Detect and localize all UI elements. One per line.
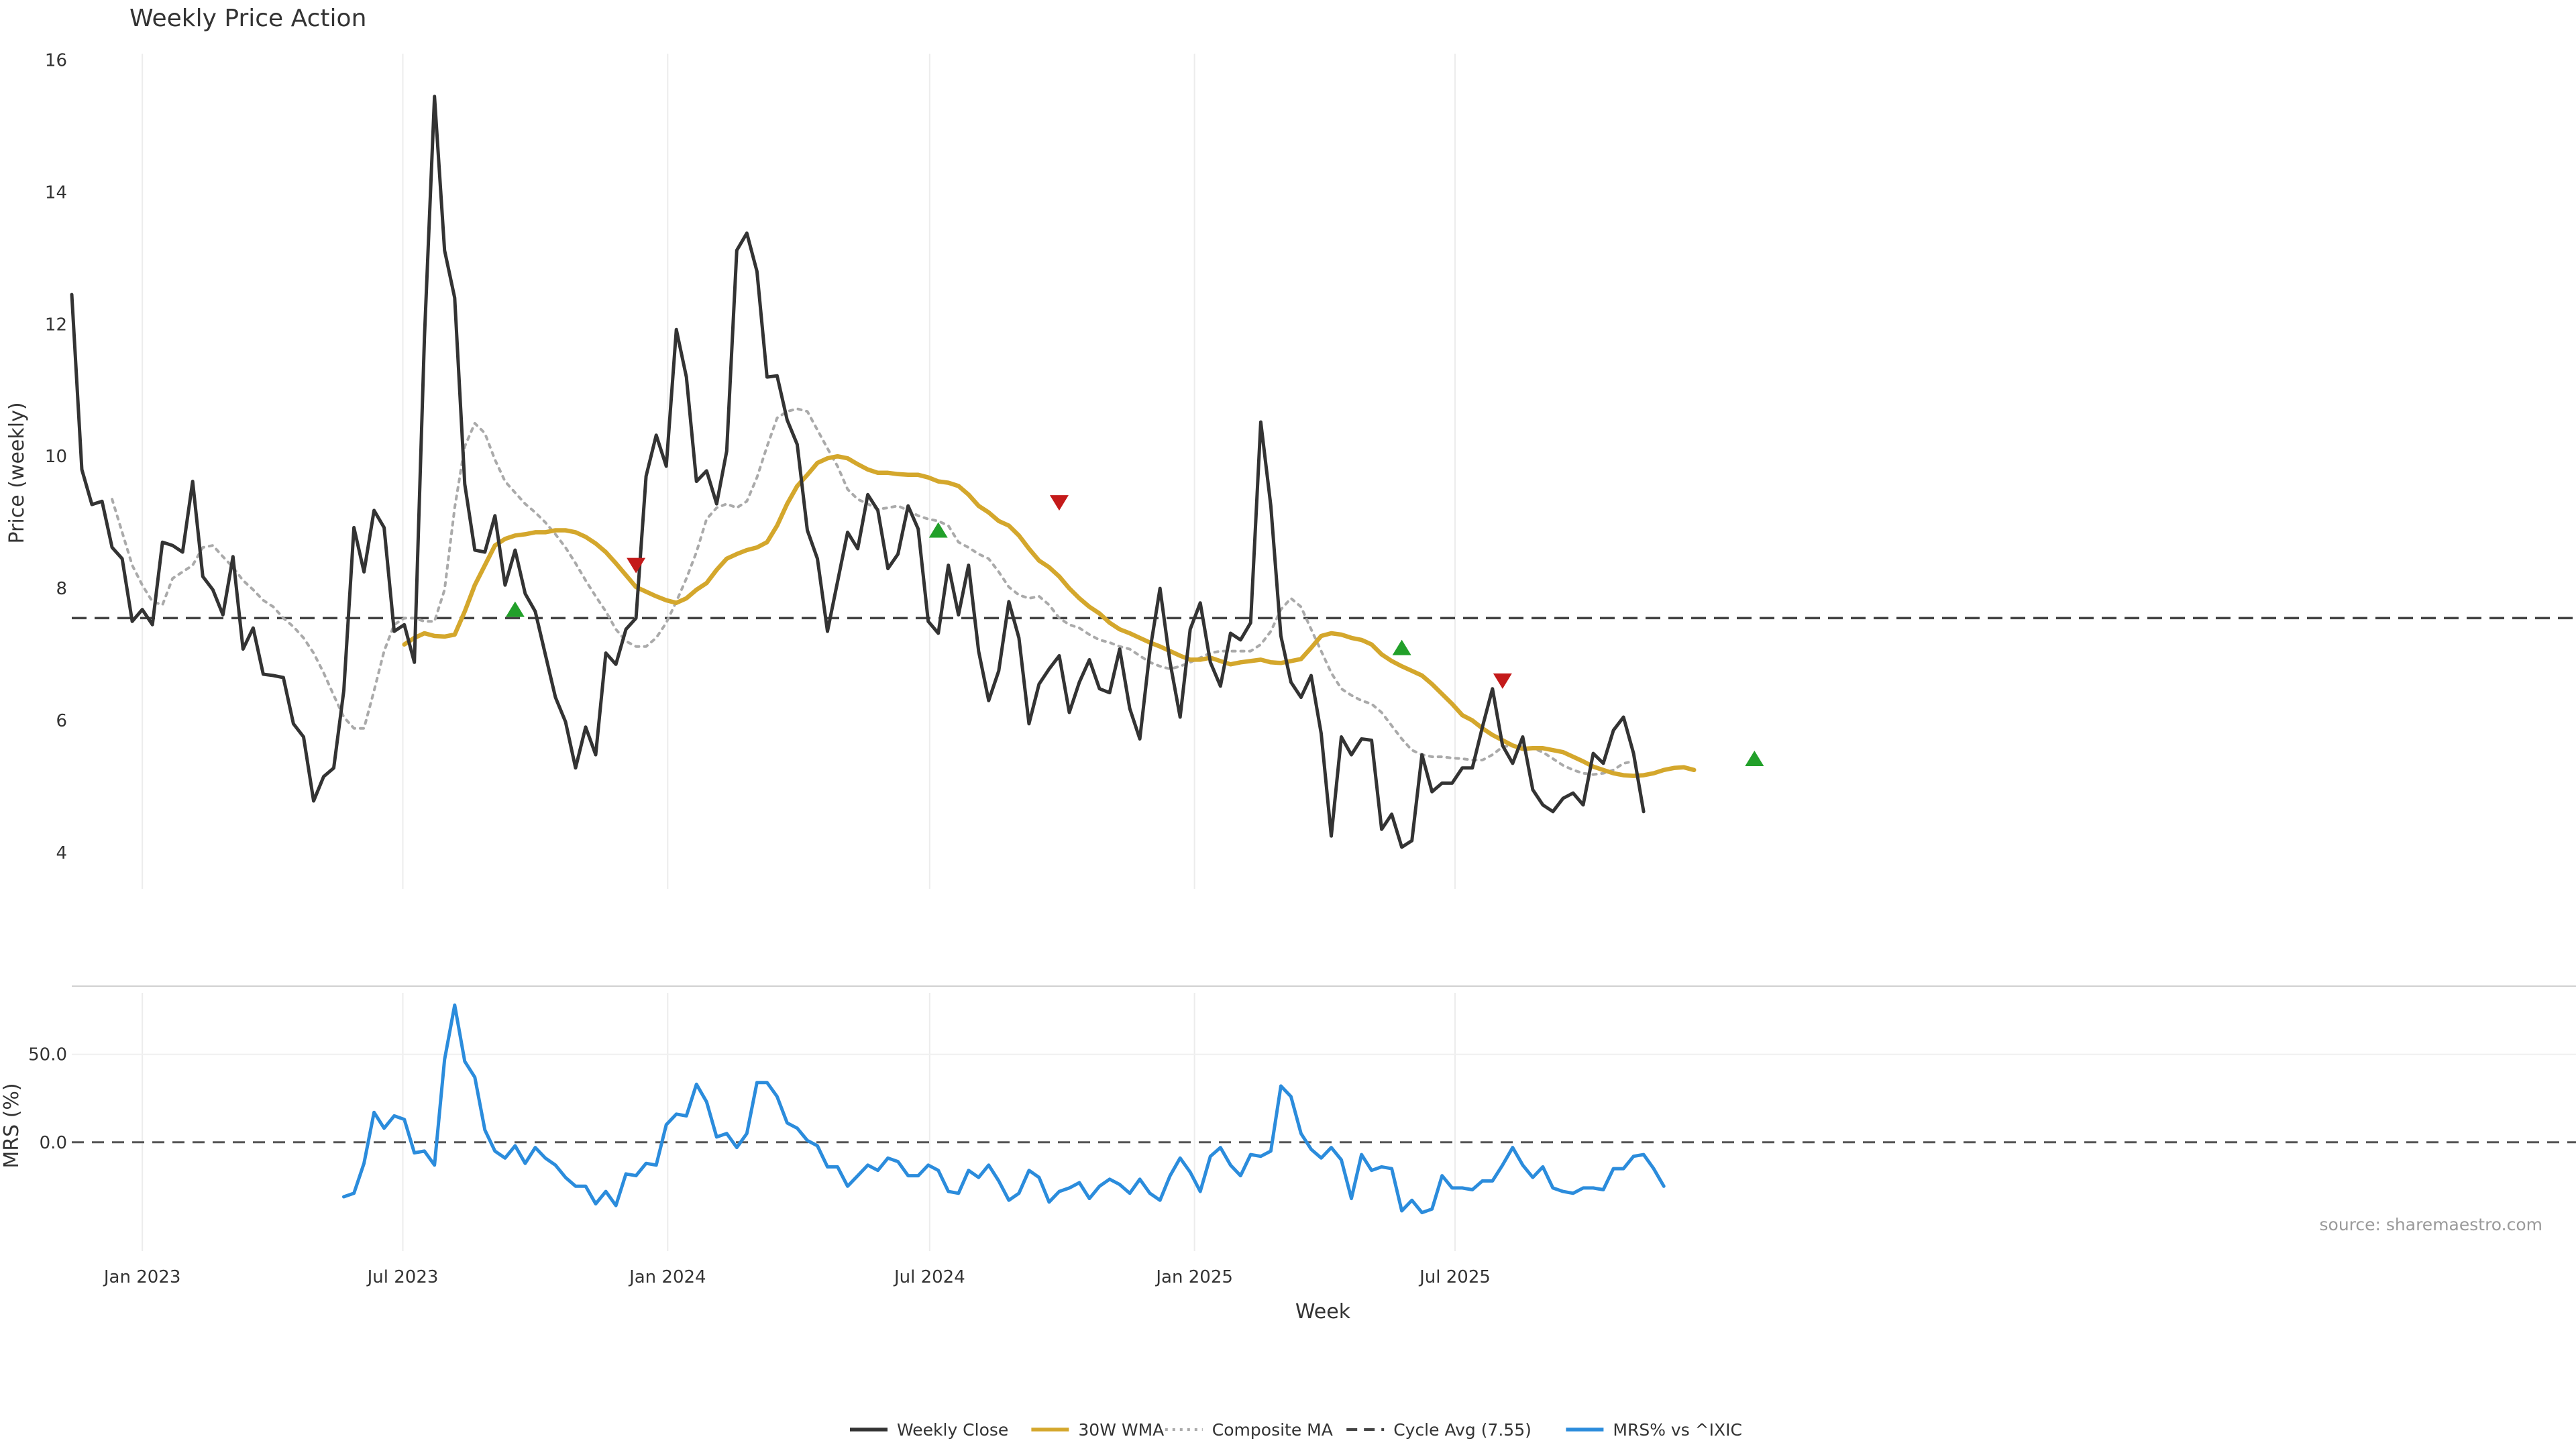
- legend-item-weekly-close: Weekly Close: [850, 1420, 1008, 1440]
- price-y-tick-label: 16: [45, 51, 67, 71]
- price-y-tick-label: 14: [45, 183, 67, 203]
- sell-signal-marker: [627, 557, 646, 574]
- x-tick-label: Jul 2024: [893, 1267, 965, 1287]
- legend-label: 30W WMA: [1078, 1420, 1164, 1440]
- mrs-y-tick-label: 50.0: [28, 1045, 67, 1065]
- legend: Weekly Close 30W WMA Composite MA Cycle Avg…: [850, 1420, 1742, 1440]
- series-30w-wma: [402, 453, 1697, 778]
- series-weekly-close: [70, 95, 1646, 849]
- x-tick-label: Jan 2024: [628, 1267, 706, 1287]
- buy-signal-marker: [1392, 639, 1411, 655]
- price-y-tick-label: 12: [45, 315, 67, 335]
- price-y-axis-title: Price (weekly): [5, 402, 29, 543]
- sell-signal-marker: [1049, 495, 1069, 511]
- source-credit: source: sharemaestro.com: [2320, 1215, 2543, 1234]
- buy-signal-marker: [928, 522, 948, 538]
- mrs-panel: 0.0 50.0: [28, 1003, 2576, 1215]
- legend-item-30w-wma: 30W WMA: [1031, 1420, 1164, 1440]
- mrs-y-axis-title: MRS (%): [0, 1083, 23, 1168]
- x-axis-title: Week: [1295, 1300, 1351, 1324]
- x-tick-label: Jan 2023: [103, 1267, 181, 1287]
- price-y-tick-label: 10: [45, 447, 67, 467]
- price-panel: 4 6 8 10 12 14 16: [45, 51, 2576, 863]
- price-y-tick-label: 4: [56, 843, 67, 863]
- sell-signal-marker: [1493, 673, 1512, 689]
- grid-lines: [142, 54, 1456, 1251]
- legend-item-cycle-avg-7-55: Cycle Avg (7.55): [1346, 1420, 1532, 1440]
- x-tick-label: Jul 2023: [366, 1267, 439, 1287]
- series-mrs: [342, 1003, 1666, 1215]
- price-y-tick-label: 6: [56, 711, 67, 731]
- legend-label: Composite MA: [1212, 1420, 1333, 1440]
- buy-signal-marker: [1745, 751, 1764, 767]
- x-tick-label: Jul 2025: [1418, 1267, 1491, 1287]
- legend-item-composite-ma: Composite MA: [1165, 1420, 1333, 1440]
- legend-label: MRS% vs ^IXIC: [1613, 1420, 1742, 1440]
- series-composite-ma: [111, 407, 1635, 776]
- buy-signal-marker: [505, 601, 525, 617]
- legend-item-mrs-vs-ixic: MRS% vs ^IXIC: [1566, 1420, 1742, 1440]
- legend-label: Weekly Close: [897, 1420, 1008, 1440]
- chart-title: Weekly Price Action: [129, 5, 366, 32]
- price-y-tick-label: 8: [56, 579, 67, 599]
- x-axis: Jan 2023 Jul 2023 Jan 2024 Jul 2024 Jan 2025…: [103, 1267, 1491, 1287]
- mrs-y-tick-label: 0.0: [40, 1133, 67, 1153]
- legend-label: Cycle Avg (7.55): [1393, 1420, 1532, 1440]
- x-tick-label: Jan 2025: [1155, 1267, 1233, 1287]
